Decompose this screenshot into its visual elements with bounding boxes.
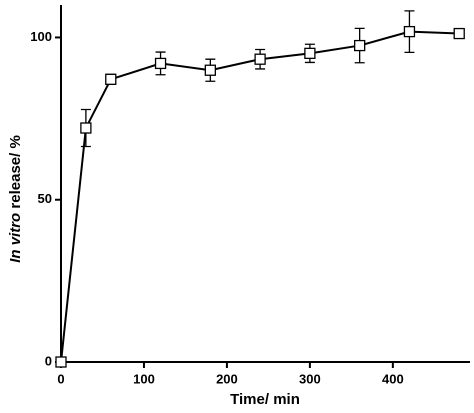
marker	[55, 356, 67, 368]
data-line	[60, 30, 460, 363]
marker	[254, 53, 266, 65]
y-axis-title: In vitro release/ %	[7, 135, 24, 263]
marker	[154, 57, 167, 70]
y-tick-label: 0	[45, 353, 52, 368]
marker	[403, 25, 416, 38]
marker	[105, 73, 117, 85]
marker	[453, 27, 465, 40]
y-axis-title-rest: release/ %	[7, 135, 24, 208]
x-tick-label: 300	[299, 371, 321, 386]
marker	[80, 122, 92, 134]
marker	[354, 39, 366, 52]
y-axis-title-italic: In vitro	[7, 213, 24, 263]
x-tick-label: 0	[57, 371, 64, 386]
y-tick-label: 50	[38, 191, 52, 206]
x-tick-label: 200	[216, 371, 238, 386]
y-tick-label: 100	[30, 29, 52, 44]
x-axis-title: Time/ min	[230, 391, 300, 408]
x-tick-label: 400	[382, 371, 404, 386]
marker	[204, 64, 216, 76]
marker	[304, 47, 316, 60]
x-tick-label: 100	[133, 371, 155, 386]
